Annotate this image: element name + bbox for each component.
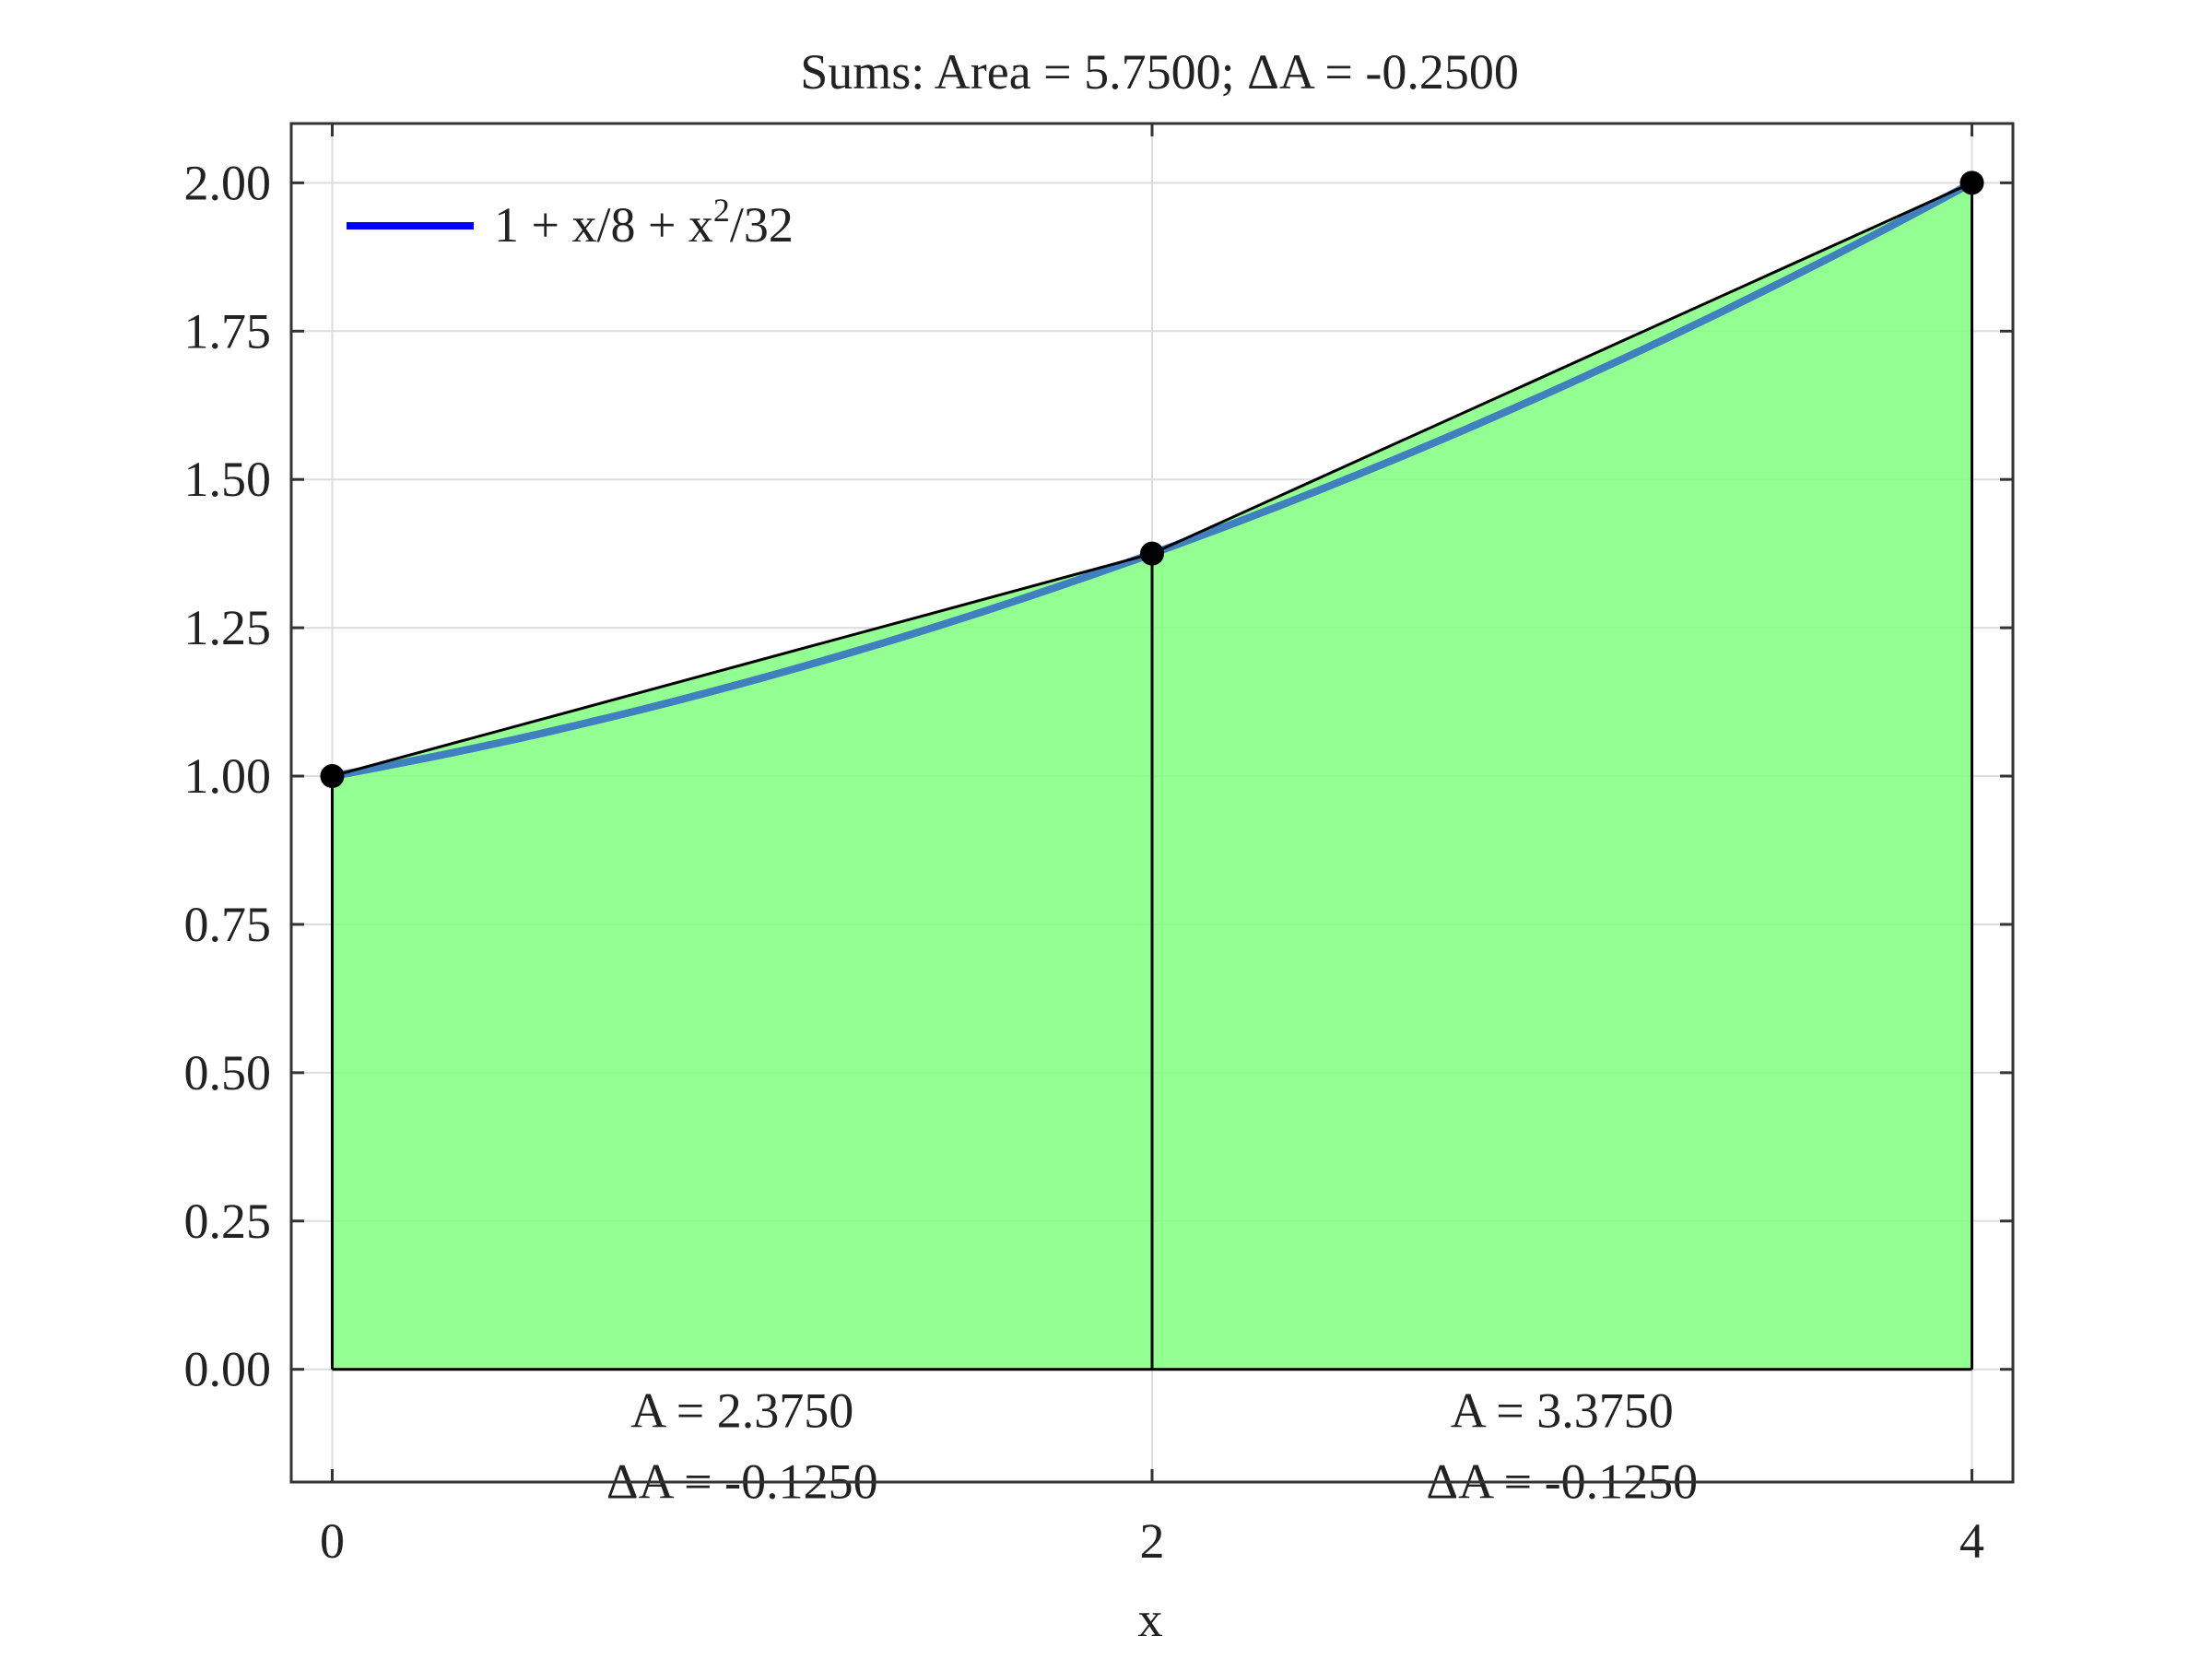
annotation-area: A = 3.3750	[1451, 1383, 1674, 1439]
legend: 1 + x/8 + x2/32	[347, 192, 794, 253]
node-point	[1140, 541, 1164, 566]
legend-label: 1 + x/8 + x2/32	[494, 192, 794, 253]
y-tick-label: 1.00	[184, 748, 272, 804]
y-tick-label: 0.50	[184, 1045, 272, 1100]
axis-ticks: 0 2 4 0.00 0.25 0.50 0.75 1.00 1.25 1.50 1.75 2.00	[184, 124, 2013, 1569]
trapezoid-fill	[332, 553, 1152, 1370]
annotation-area: A = 2.3750	[630, 1383, 853, 1439]
x-tick-label: 4	[1959, 1513, 1984, 1569]
trapezoid-fill	[1152, 182, 1972, 1370]
legend-label-tail: /32	[730, 197, 794, 253]
y-tick-label: 1.25	[184, 600, 272, 655]
y-tick-label: 1.50	[184, 452, 272, 507]
trapezoid-fills	[332, 182, 1972, 1370]
y-tick-label: 1.75	[184, 303, 272, 359]
legend-label-exponent: 2	[713, 192, 730, 229]
y-tick-label: 0.75	[184, 897, 272, 952]
y-tick-label: 2.00	[184, 155, 272, 210]
x-axis-label: x	[1138, 1592, 1163, 1647]
y-tick-label: 0.25	[184, 1194, 272, 1249]
node-point	[1959, 171, 1984, 195]
x-tick-label: 0	[320, 1513, 345, 1569]
x-tick-label: 2	[1140, 1513, 1165, 1569]
node-point	[320, 764, 345, 789]
legend-label-main: 1 + x/8 + x	[494, 197, 713, 253]
chart-title: Sums: Area = 5.7500; ΔA = -0.2500	[800, 44, 1519, 100]
y-tick-label: 0.00	[184, 1342, 272, 1397]
node-points	[320, 171, 1984, 789]
